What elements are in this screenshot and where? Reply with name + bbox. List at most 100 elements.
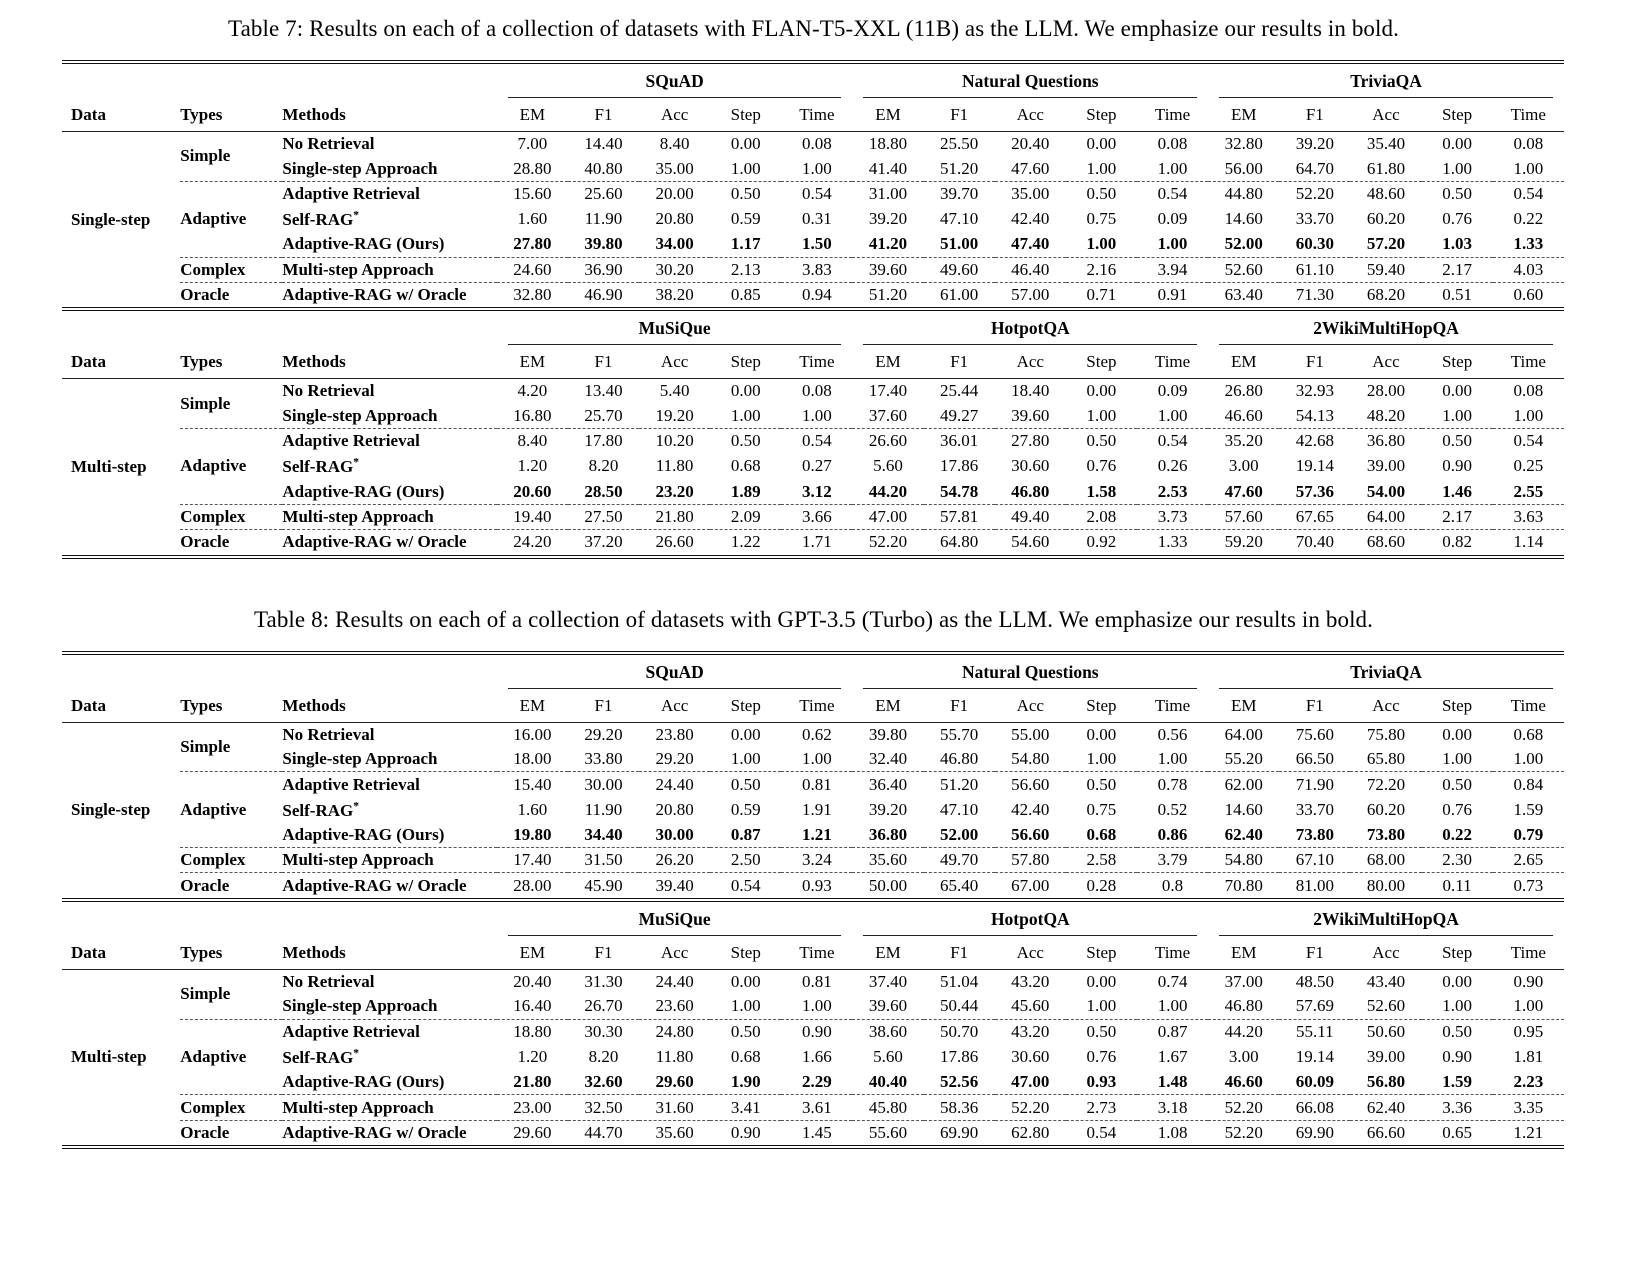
method-label: Multi-step Approach — [282, 503, 497, 530]
metric-header: F1 — [923, 98, 995, 132]
metric-value: 0.68 — [730, 456, 761, 476]
metric-value: 42.68 — [1279, 428, 1351, 454]
dataset-name: HotpotQA — [863, 318, 1198, 346]
metric-value: 18.40 — [1011, 381, 1050, 401]
type-label: Oracle — [180, 529, 283, 557]
method-label: Self-RAG* — [282, 455, 360, 477]
table8-block: Table 8: Results on each of a collection… — [0, 607, 1627, 1150]
metric-value: 1.00 — [1442, 405, 1472, 425]
metric-value: 81.00 — [1279, 872, 1351, 898]
metric-header: Time — [781, 345, 853, 380]
metric-value: 0.90 — [1442, 456, 1472, 476]
metric-value: 15.40 — [496, 771, 568, 797]
metric-value: 55.60 — [852, 1119, 924, 1148]
metric-value: 0.50 — [1421, 428, 1493, 454]
metric-value: 19.20 — [655, 405, 694, 425]
metric-value: 17.40 — [868, 381, 908, 401]
metric-header: Acc — [639, 688, 711, 723]
table-row: Adaptive-RAG (Ours) 19.80 34.40 30.00 0.87 1.… — [62, 823, 1564, 848]
metric-value: 1.17 — [730, 234, 761, 254]
metric-value: 59.40 — [1350, 256, 1422, 283]
metric-value: 73.80 — [1366, 824, 1406, 844]
metric-value: 54.80 — [1208, 847, 1280, 873]
metric-value: 3.61 — [781, 1094, 853, 1121]
metric-value: 70.40 — [1279, 529, 1351, 557]
method-label: Self-RAG* — [282, 208, 360, 229]
method-label: Self-RAG* — [282, 1046, 360, 1067]
metric-header: Step — [710, 98, 782, 132]
metric-value: 39.80 — [868, 724, 908, 744]
metric-value: 0.75 — [1086, 209, 1117, 229]
metric-value: 2.65 — [1492, 847, 1564, 873]
type-label: Adaptive — [180, 1018, 283, 1095]
metric-value: 20.80 — [655, 209, 694, 229]
metric-value: 1.60 — [517, 799, 548, 819]
table-row: Oracle Adaptive-RAG w/ Oracle 28.00 45.90 39… — [62, 872, 1564, 898]
metric-value: 39.00 — [1366, 456, 1406, 476]
metric-value: 33.80 — [584, 749, 623, 769]
metric-value: 40.80 — [584, 158, 623, 178]
type-label: Simple — [180, 393, 231, 413]
metric-value: 0.90 — [710, 1119, 782, 1148]
dataset-name: 2WikiMultiHopQA — [1219, 909, 1553, 936]
type-label: Complex — [180, 847, 283, 873]
table-row: Single-step Approach 16.40 26.70 23.60 1.00 1… — [62, 994, 1564, 1019]
metric-value: 41.20 — [868, 234, 908, 254]
metric-value: 1.67 — [1157, 1046, 1188, 1066]
table-row: Multi-step Simple No Retrieval 20.40 31.30 24… — [62, 969, 1564, 1066]
metric-value: 3.35 — [1492, 1094, 1564, 1121]
metric-value: 36.01 — [923, 428, 995, 454]
metric-header: Step — [1065, 345, 1137, 380]
metric-value: 17.86 — [940, 456, 979, 476]
metric-value: 24.60 — [496, 256, 568, 283]
metric-value: 23.80 — [655, 724, 694, 744]
metric-value: 64.70 — [1295, 158, 1334, 178]
metric-value: 0.50 — [1421, 1018, 1493, 1044]
metric-value: 1.33 — [1513, 234, 1544, 254]
metric-value: 54.13 — [1295, 405, 1334, 425]
metric-header: Step — [1421, 688, 1493, 723]
method-label: Single-step Approach — [282, 749, 438, 769]
method-label: Self-RAG* — [282, 798, 360, 820]
metric-value: 58.36 — [923, 1094, 995, 1121]
metric-value: 1.00 — [1442, 996, 1472, 1016]
results-subtable-single-step: SQuAD Natural Questions TriviaQA Data Types M… — [62, 60, 1564, 308]
metric-value: 3.36 — [1421, 1094, 1493, 1121]
metric-value: 0.54 — [1065, 1119, 1137, 1148]
metric-value: 0.82 — [1421, 529, 1493, 557]
metric-header: F1 — [1279, 345, 1351, 380]
metric-header: Acc — [1350, 935, 1422, 970]
table-row: Adaptive-RAG (Ours) 27.80 39.80 34.00 1.17 1.… — [62, 232, 1564, 257]
metric-value: 51.00 — [940, 234, 979, 254]
metric-value: 1.81 — [1513, 1046, 1544, 1066]
metric-value: 0.76 — [1086, 456, 1117, 476]
metric-value: 1.20 — [517, 456, 548, 476]
type-label: Simple — [180, 146, 231, 166]
metric-value: 24.20 — [496, 529, 568, 557]
metric-value: 0.81 — [802, 972, 832, 992]
metric-value: 64.00 — [1350, 503, 1422, 530]
metric-value: 20.40 — [513, 972, 552, 992]
metric-header: Time — [1492, 935, 1564, 970]
metric-header: F1 — [1279, 98, 1351, 132]
data-group-label: Single-step — [71, 800, 151, 820]
metric-value: 52.20 — [1208, 1119, 1280, 1148]
metric-header: Time — [1136, 98, 1209, 132]
metric-value: 51.20 — [940, 158, 979, 178]
metric-value: 52.20 — [1208, 1094, 1280, 1121]
dataset-header-row: SQuAD Natural Questions TriviaQA — [62, 62, 1564, 98]
metric-value: 0.50 — [710, 1018, 782, 1044]
metric-value: 19.40 — [496, 503, 568, 530]
metric-value: 1.00 — [802, 749, 832, 769]
metric-value: 1.00 — [1086, 158, 1117, 178]
metric-value: 16.80 — [513, 405, 552, 425]
table-row: Adaptive Adaptive Retrieval 8.40 17.80 10.20… — [62, 428, 1564, 505]
metric-value: 43.40 — [1366, 972, 1406, 992]
metric-value: 2.17 — [1421, 256, 1493, 283]
metric-value: 69.90 — [1279, 1119, 1351, 1148]
metric-value: 49.60 — [923, 256, 995, 283]
metric-value: 47.60 — [1011, 158, 1050, 178]
metric-value: 68.20 — [1350, 281, 1422, 308]
type-label: Complex — [180, 1094, 283, 1121]
metric-value: 3.24 — [781, 847, 853, 873]
